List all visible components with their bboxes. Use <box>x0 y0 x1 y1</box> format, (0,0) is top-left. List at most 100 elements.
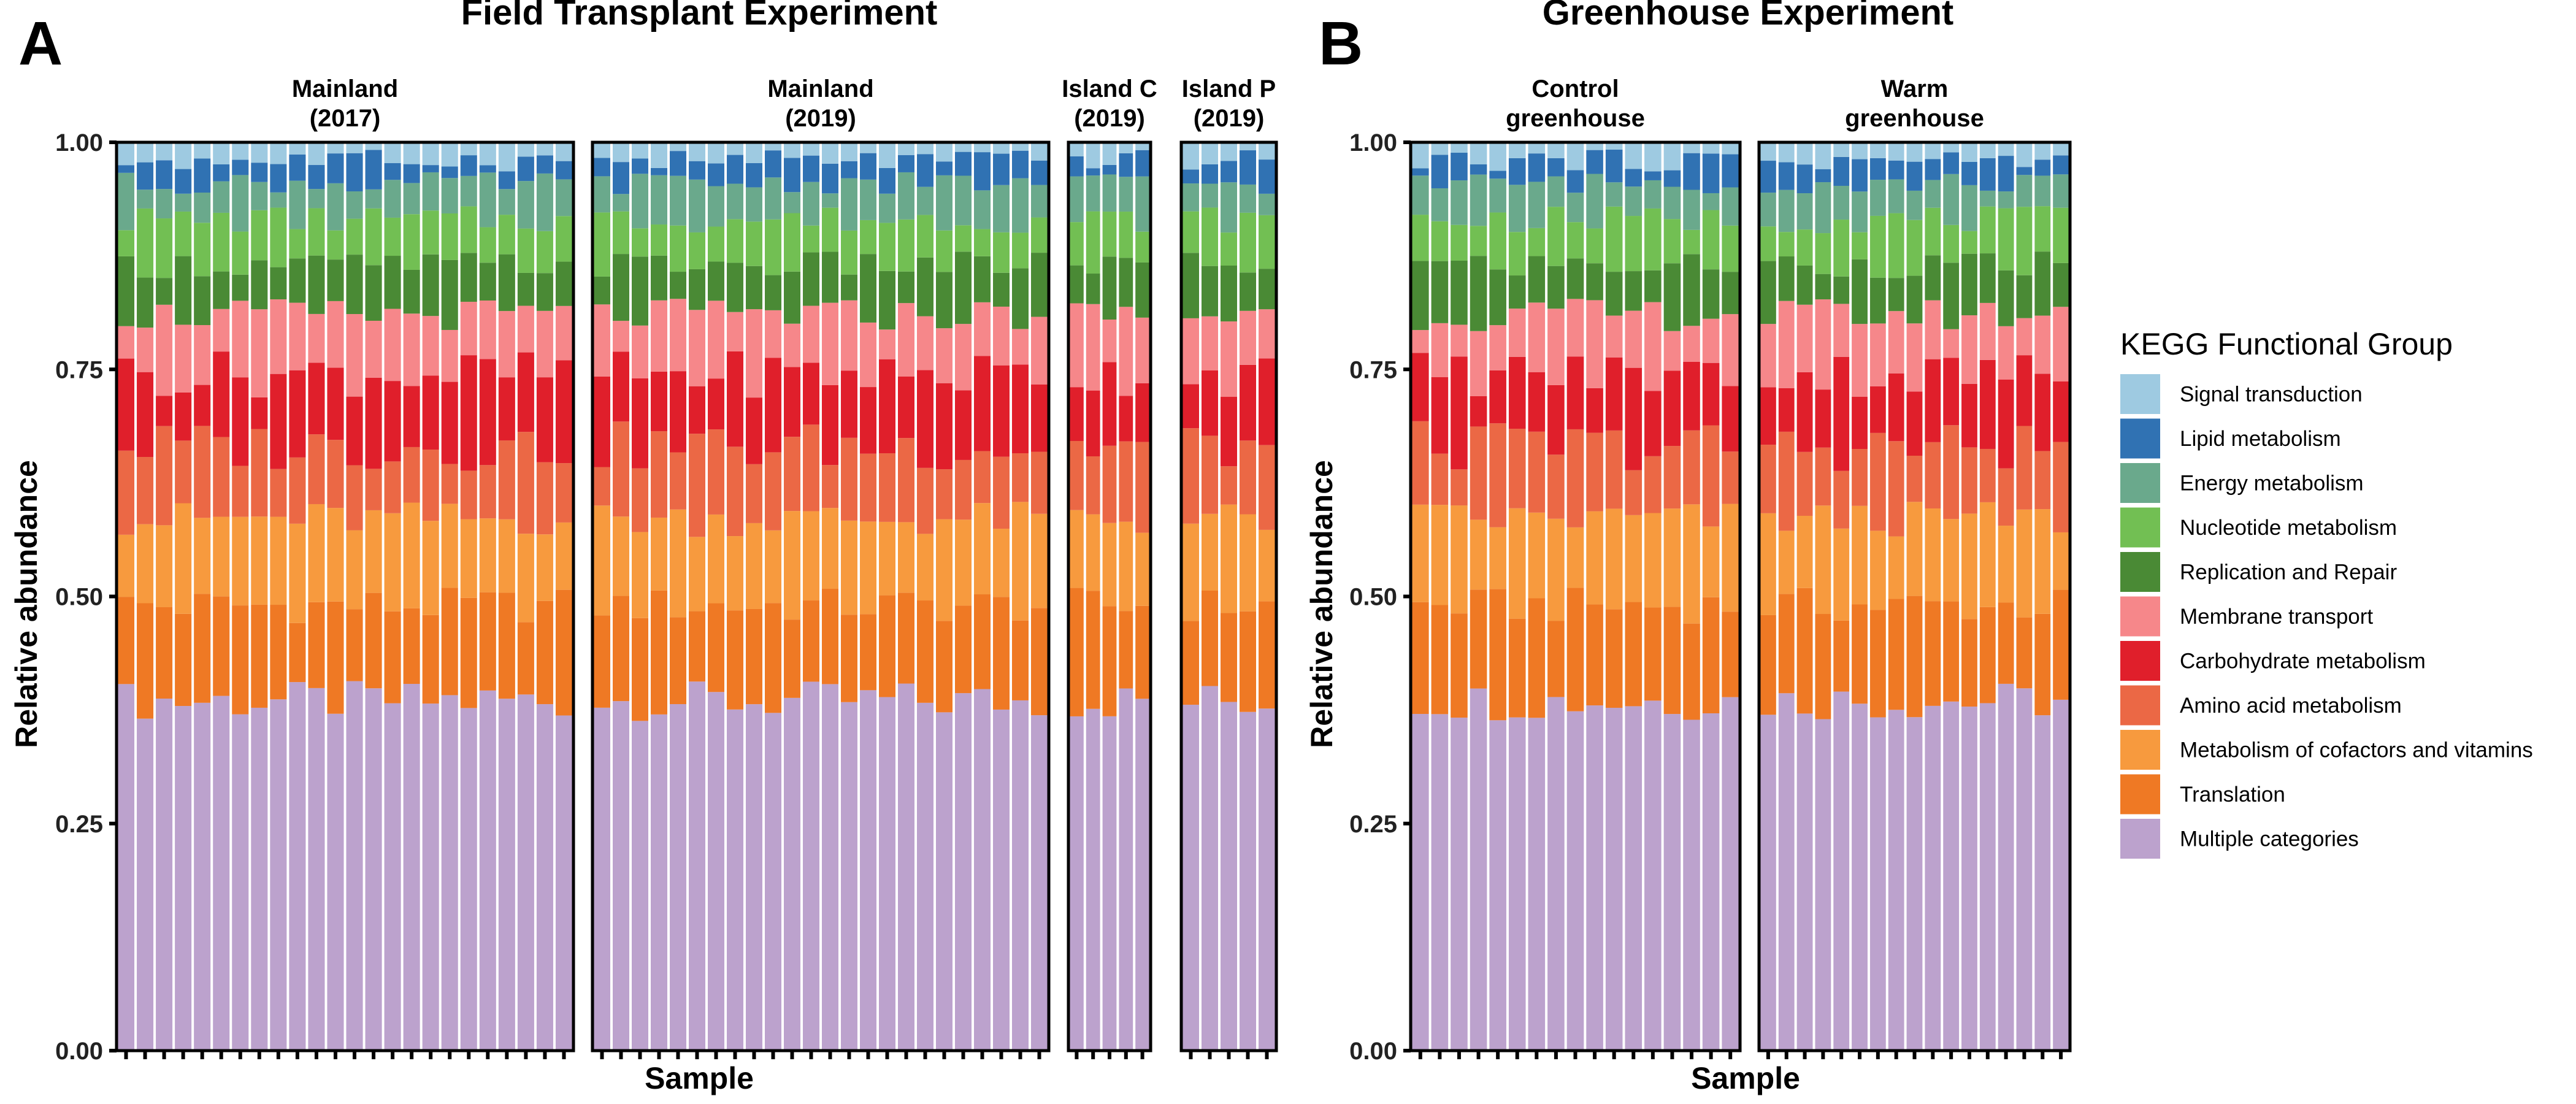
bar-segment-metabolism-of-cofactors-and-vitamins <box>1815 505 1831 615</box>
bar-segment-nucleotide-metabolism <box>1644 208 1662 270</box>
bar-segment-signal-transduction <box>1102 142 1117 165</box>
bar-segment-nucleotide-metabolism <box>955 225 972 252</box>
bar-segment-carbohydrate-metabolism <box>1031 384 1048 452</box>
bar-segment-replication-and-repair <box>1833 276 1850 304</box>
bar-segment-carbohydrate-metabolism <box>365 377 382 469</box>
bar-segment-lipid-metabolism <box>1086 168 1100 176</box>
bar-segment-multiple-categories <box>1451 718 1468 1051</box>
bar-segment-metabolism-of-cofactors-and-vitamins <box>498 519 515 593</box>
bar-segment-carbohydrate-metabolism <box>651 371 667 432</box>
bar-segment-metabolism-of-cofactors-and-vitamins <box>1508 508 1526 619</box>
bar-segment-amino-acid-metabolism <box>993 456 1010 529</box>
bar-segment-energy-metabolism <box>365 189 382 209</box>
bar-segment-energy-metabolism <box>1869 180 1886 216</box>
bar-segment-lipid-metabolism <box>555 161 572 180</box>
bar-segment-multiple-categories <box>898 683 914 1051</box>
bar-segment-lipid-metabolism <box>1644 171 1662 180</box>
bar-segment-replication-and-repair <box>194 276 211 326</box>
bar-segment-membrane-transport <box>1508 309 1526 357</box>
bar-segment-replication-and-repair <box>555 261 572 306</box>
bar-segment-multiple-categories <box>270 699 287 1051</box>
bar-segment-translation <box>632 618 648 721</box>
bar-segment-amino-acid-metabolism <box>689 434 705 537</box>
bar-segment-lipid-metabolism <box>651 167 667 175</box>
bar-segment-multiple-categories <box>955 693 972 1051</box>
bar-segment-amino-acid-metabolism <box>936 469 953 519</box>
bar-segment-translation <box>1869 610 1886 718</box>
facet-strip-label: (2017) <box>310 105 381 132</box>
bar-segment-replication-and-repair <box>632 256 648 326</box>
bar-segment-membrane-transport <box>289 302 306 370</box>
bar-segment-amino-acid-metabolism <box>1760 445 1776 513</box>
bar-segment-membrane-transport <box>1566 299 1584 357</box>
bar-segment-signal-transduction <box>1070 142 1084 156</box>
bar-segment-carbohydrate-metabolism <box>2034 374 2051 451</box>
bar-segment-translation <box>498 592 515 699</box>
bar-segment-carbohydrate-metabolism <box>498 377 515 441</box>
bar-segment-membrane-transport <box>1605 315 1623 358</box>
facet-strip-label: greenhouse <box>1506 105 1645 132</box>
bar-segment-amino-acid-metabolism <box>1086 456 1100 515</box>
bar-segment-lipid-metabolism <box>1547 158 1565 177</box>
bar-segment-energy-metabolism <box>308 189 325 209</box>
bar-segment-metabolism-of-cofactors-and-vitamins <box>1906 502 1923 596</box>
bar-segment-energy-metabolism <box>1240 184 1256 213</box>
bar-segment-membrane-transport <box>536 310 553 378</box>
bar-segment-nucleotide-metabolism <box>651 224 667 256</box>
bar-segment-replication-and-repair <box>232 274 249 301</box>
bar-segment-replication-and-repair <box>175 256 192 325</box>
legend-label: Amino acid metabolism <box>2180 694 2402 718</box>
bar-segment-translation <box>955 605 972 694</box>
bar-segment-energy-metabolism <box>1961 185 1977 231</box>
bar-segment-signal-transduction <box>1625 142 1643 169</box>
bar-segment-metabolism-of-cofactors-and-vitamins <box>1489 527 1506 589</box>
bar-segment-translation <box>517 622 534 695</box>
bar-segment-carbohydrate-metabolism <box>1815 389 1831 448</box>
bar-segment-energy-metabolism <box>2034 175 2051 207</box>
bar-segment-lipid-metabolism <box>536 155 553 174</box>
bar-segment-replication-and-repair <box>1183 253 1199 318</box>
bar-segment-amino-acid-metabolism <box>194 426 211 518</box>
bar-segment-amino-acid-metabolism <box>841 437 857 521</box>
bar-segment-replication-and-repair <box>727 263 743 312</box>
bar-segment-translation <box>1508 618 1526 718</box>
bar-segment-multiple-categories <box>1943 701 1960 1051</box>
bar-segment-amino-acid-metabolism <box>879 453 895 522</box>
bar-segment-multiple-categories <box>156 699 173 1051</box>
bar-segment-multiple-categories <box>1663 714 1681 1051</box>
bar-segment-multiple-categories <box>403 683 420 1051</box>
bar-segment-energy-metabolism <box>689 179 705 232</box>
bar-segment-amino-acid-metabolism <box>2053 442 2069 532</box>
bar-segment-amino-acid-metabolism <box>441 464 458 504</box>
bar-segment-carbohydrate-metabolism <box>517 352 534 432</box>
bar-segment-energy-metabolism <box>1119 177 1133 212</box>
bar-segment-replication-and-repair <box>1778 256 1795 301</box>
legend-label: Multiple categories <box>2180 827 2359 851</box>
panel-b-letter: B <box>1319 9 1363 78</box>
bar-segment-multiple-categories <box>1760 715 1776 1051</box>
bar-segment-energy-metabolism <box>841 178 857 231</box>
bar-segment-carbohydrate-metabolism <box>974 356 991 451</box>
bar-segment-multiple-categories <box>1888 710 1904 1051</box>
bar-segment-signal-transduction <box>1508 142 1526 158</box>
bar-segment-signal-transduction <box>632 142 648 159</box>
bar-segment-signal-transduction <box>156 142 173 161</box>
bar-segment-signal-transduction <box>1547 142 1565 158</box>
bar-segment-lipid-metabolism <box>422 165 439 172</box>
bar-segment-metabolism-of-cofactors-and-vitamins <box>1221 504 1237 613</box>
bar-segment-translation <box>289 623 306 683</box>
bar-segment-translation <box>708 603 724 692</box>
bar-segment-signal-transduction <box>118 142 135 166</box>
bar-segment-energy-metabolism <box>1451 180 1468 225</box>
bar-segment-translation <box>651 590 667 715</box>
bar-segment-membrane-transport <box>1012 329 1029 365</box>
bar-segment-nucleotide-metabolism <box>1451 224 1468 261</box>
bar-segment-lipid-metabolism <box>1412 168 1429 176</box>
bar-segment-nucleotide-metabolism <box>1431 221 1449 261</box>
bar-segment-metabolism-of-cofactors-and-vitamins <box>441 504 458 588</box>
bar-segment-energy-metabolism <box>879 193 895 223</box>
bar-segment-energy-metabolism <box>194 193 211 223</box>
bar-segment-translation <box>1202 590 1218 686</box>
bar-segment-energy-metabolism <box>708 186 724 227</box>
y-tick-label: 0.50 <box>1349 584 1397 611</box>
